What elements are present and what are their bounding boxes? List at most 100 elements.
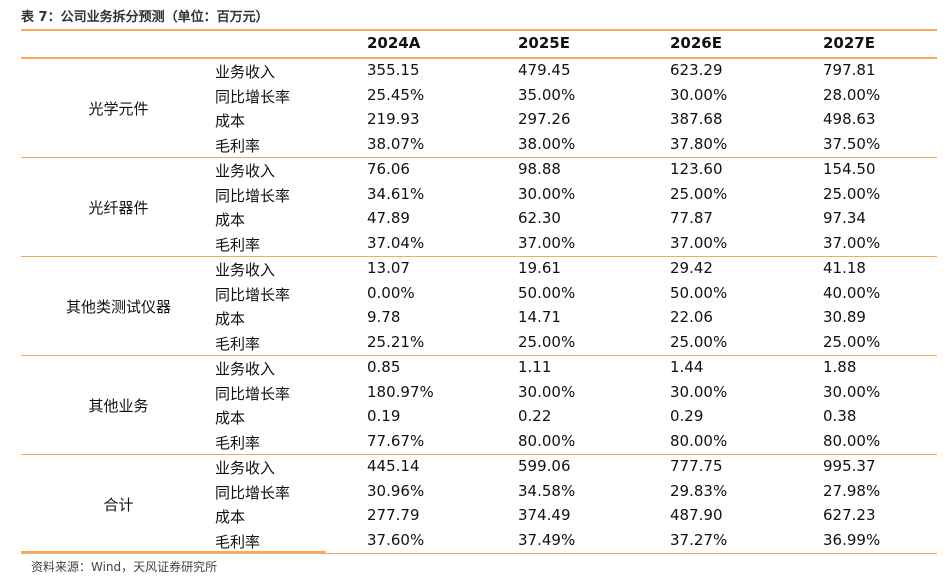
table-cell: 37.60% (367, 530, 425, 549)
table-group: 光学元件 业务收入 355.15 479.45 623.29 797.81 同比增长率 25.… (21, 59, 937, 158)
table-cell: 297.26 (518, 110, 571, 128)
table-row: 成本 219.93 297.26 387.68 498.63 (21, 108, 937, 133)
header-2026e: 2026E (670, 34, 722, 52)
table-row: 业务收入 445.14 599.06 777.75 995.37 (21, 455, 937, 480)
table-cell: 37.00% (823, 233, 881, 252)
table-row: 同比增长率 180.97% 30.00% 30.00% 30.00% (21, 381, 937, 406)
table-cell: 19.61 (518, 259, 561, 277)
table-row: 成本 9.78 14.71 22.06 30.89 (21, 306, 937, 331)
table-cell: 599.06 (518, 457, 571, 475)
table-cell: 80.00% (518, 431, 576, 450)
table-row: 成本 0.19 0.22 0.29 0.38 (21, 405, 937, 430)
row-metric-label: 同比增长率 (215, 186, 291, 205)
row-metric-label: 成本 (215, 508, 246, 526)
table-cell: 0.00% (367, 283, 415, 302)
table-body: 光学元件 业务收入 355.15 479.45 623.29 797.81 同比增长率 25.… (21, 59, 937, 554)
table-cell: 277.79 (367, 506, 420, 524)
table-row: 毛利率 37.60% 37.49% 37.27% 36.99% (21, 529, 937, 554)
table-cell: 34.58% (518, 481, 576, 500)
table-cell: 50.00% (670, 283, 728, 302)
table-cell: 25.00% (518, 332, 576, 351)
table-row: 毛利率 77.67% 80.00% 80.00% 80.00% (21, 430, 937, 455)
row-metric-label: 毛利率 (215, 334, 261, 353)
table-row: 同比增长率 25.45% 35.00% 30.00% 28.00% (21, 84, 937, 109)
table-cell: 30.00% (518, 184, 576, 203)
table-cell: 37.50% (823, 134, 881, 153)
table-cell: 47.89 (367, 209, 410, 227)
table-cell: 30.00% (823, 382, 881, 401)
table-group: 其他类测试仪器 业务收入 13.07 19.61 29.42 41.18 同比增长率 0.00… (21, 257, 937, 356)
table-row: 毛利率 38.07% 38.00% 37.80% 37.50% (21, 133, 937, 158)
table-cell: 37.49% (518, 530, 576, 549)
table-cell: 777.75 (670, 457, 723, 475)
row-metric-label: 同比增长率 (215, 483, 291, 502)
table-header: 2024A 2025E 2026E 2027E (21, 29, 937, 59)
row-metric-label: 业务收入 (215, 360, 276, 378)
table-row: 业务收入 13.07 19.61 29.42 41.18 (21, 257, 937, 282)
row-metric-label: 同比增长率 (215, 285, 291, 304)
table-cell: 37.04% (367, 233, 425, 252)
table-cell: 28.00% (823, 85, 881, 104)
row-metric-label: 业务收入 (215, 459, 276, 477)
table-group: 其他业务 业务收入 0.85 1.11 1.44 1.88 同比增长率 180.97% 30.0… (21, 356, 937, 455)
table-cell: 30.96% (367, 481, 425, 500)
row-metric-label: 业务收入 (215, 261, 276, 279)
table-cell: 50.00% (518, 283, 576, 302)
table-cell: 123.60 (670, 160, 723, 178)
table-cell: 76.06 (367, 160, 410, 178)
row-metric-label: 毛利率 (215, 235, 261, 254)
table-cell: 37.80% (670, 134, 728, 153)
table-cell: 41.18 (823, 259, 866, 277)
table-cell: 498.63 (823, 110, 876, 128)
table-row: 业务收入 0.85 1.11 1.44 1.88 (21, 356, 937, 381)
table-cell: 355.15 (367, 61, 420, 79)
table-cell: 37.27% (670, 530, 728, 549)
table-cell: 154.50 (823, 160, 876, 178)
row-metric-label: 成本 (215, 409, 246, 427)
table-cell: 25.00% (823, 332, 881, 351)
table-cell: 25.45% (367, 85, 425, 104)
table-cell: 1.11 (518, 358, 552, 376)
table-cell: 0.29 (670, 407, 704, 425)
table-cell: 445.14 (367, 457, 420, 475)
table-cell: 80.00% (823, 431, 881, 450)
group-name: 合计 (103, 495, 134, 514)
header-2027e: 2027E (823, 34, 875, 52)
table-cell: 1.44 (670, 358, 704, 376)
table-cell: 30.00% (670, 85, 728, 104)
table-cell: 29.42 (670, 259, 713, 277)
table-caption: 表 7：公司业务拆分预测（单位：百万元） (21, 10, 269, 25)
row-metric-label: 毛利率 (215, 136, 261, 155)
table-cell: 80.00% (670, 431, 728, 450)
table-cell: 487.90 (670, 506, 723, 524)
row-metric-label: 同比增长率 (215, 384, 291, 403)
row-metric-label: 毛利率 (215, 433, 261, 452)
table-cell: 30.89 (823, 308, 866, 326)
source-note: 资料来源：Wind，天风证券研究所 (31, 560, 218, 574)
table-cell: 13.07 (367, 259, 410, 277)
row-metric-label: 业务收入 (215, 162, 276, 180)
table-cell: 38.00% (518, 134, 576, 153)
row-metric-label: 成本 (215, 310, 246, 328)
table-cell: 40.00% (823, 283, 881, 302)
table-cell: 995.37 (823, 457, 876, 475)
table-row: 成本 277.79 374.49 487.90 627.23 (21, 504, 937, 529)
table-cell: 1.88 (823, 358, 857, 376)
table-cell: 0.19 (367, 407, 401, 425)
row-metric-label: 成本 (215, 211, 246, 229)
table-cell: 627.23 (823, 506, 876, 524)
table-row: 业务收入 355.15 479.45 623.29 797.81 (21, 59, 937, 84)
table-group: 合计 业务收入 445.14 599.06 777.75 995.37 同比增长率 30.96… (21, 455, 937, 554)
table-cell: 14.71 (518, 308, 561, 326)
header-2024a: 2024A (367, 34, 421, 52)
table-row: 成本 47.89 62.30 77.87 97.34 (21, 207, 937, 232)
table-cell: 0.38 (823, 407, 857, 425)
group-name: 其他业务 (88, 396, 149, 415)
table-cell: 98.88 (518, 160, 561, 178)
group-name: 光纤器件 (88, 198, 149, 217)
table-cell: 9.78 (367, 308, 401, 326)
header-2025e: 2025E (518, 34, 570, 52)
table-cell: 0.22 (518, 407, 552, 425)
table-row: 同比增长率 0.00% 50.00% 50.00% 40.00% (21, 282, 937, 307)
table-cell: 27.98% (823, 481, 881, 500)
